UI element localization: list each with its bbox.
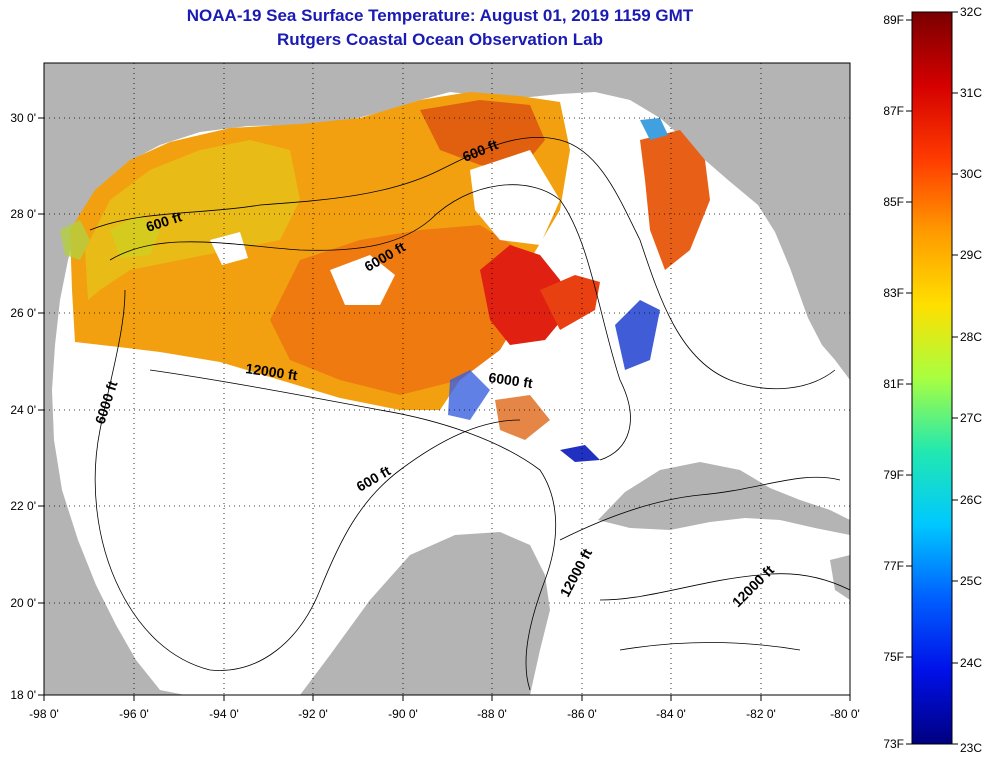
- sst-data-layer: [60, 92, 710, 462]
- lon-label: -94 0': [209, 707, 239, 721]
- hispaniola-land: [830, 555, 850, 600]
- lon-label: -90 0': [388, 707, 418, 721]
- colorbar-f-label: 79F: [883, 468, 904, 482]
- lat-label: 28 0': [10, 207, 36, 221]
- lon-label: -92 0': [298, 707, 328, 721]
- map-subtitle: Rutgers Coastal Ocean Observation Lab: [277, 30, 603, 49]
- colorbar-c-label: 30C: [960, 167, 982, 181]
- colorbar-c-label: 29C: [960, 248, 982, 262]
- colorbar-c-label: 32C: [960, 5, 982, 19]
- colorbar-f-label: 87F: [883, 104, 904, 118]
- yucatan-land: [300, 532, 550, 695]
- lon-label: -80 0': [830, 707, 860, 721]
- lon-label: -86 0': [567, 707, 597, 721]
- lon-label: -82 0': [746, 707, 776, 721]
- colorbar-f-label: 89F: [883, 13, 904, 27]
- lon-label: -88 0': [477, 707, 507, 721]
- cloud-gap-3: [210, 232, 248, 265]
- colorbar-c-label: 31C: [960, 86, 982, 100]
- lat-label: 24 0': [10, 403, 36, 417]
- contour-label: 6000 ft: [488, 369, 534, 391]
- colorbar-f-label: 77F: [883, 559, 904, 573]
- colorbar-c-label: 23C: [960, 741, 982, 755]
- colorbar-c-label: 26C: [960, 493, 982, 507]
- colorbar-c-label: 27C: [960, 411, 982, 425]
- lon-label: -98 0': [29, 707, 59, 721]
- lat-label: 22 0': [10, 499, 36, 513]
- colorbar-f-label: 81F: [883, 377, 904, 391]
- bathymetry-contours: [89, 136, 850, 691]
- colorbar-f-label: 73F: [883, 737, 904, 751]
- lat-label: 18 0': [10, 688, 36, 702]
- lon-label: -84 0': [656, 707, 686, 721]
- map-frame: [43, 62, 851, 696]
- lat-label: 30 0': [10, 111, 36, 125]
- contour-label: 12000 ft: [245, 360, 299, 383]
- colorbar-f-label: 85F: [883, 195, 904, 209]
- lat-label: 26 0': [10, 306, 36, 320]
- cuba-land: [598, 462, 850, 535]
- cloud-gap-1: [330, 255, 395, 305]
- colorbar-c-label: 24C: [960, 656, 982, 670]
- colorbar: [911, 11, 953, 745]
- colorbar-c-label: 28C: [960, 330, 982, 344]
- colorbar-c-label: 25C: [960, 574, 982, 588]
- colorbar-f-label: 83F: [883, 286, 904, 300]
- lat-lon-grid: [44, 63, 850, 695]
- map-title: NOAA-19 Sea Surface Temperature: August …: [186, 6, 694, 25]
- north-america-land: [44, 63, 850, 695]
- lat-label: 20 0': [10, 596, 36, 610]
- lon-label: -96 0': [119, 707, 149, 721]
- colorbar-f-label: 75F: [883, 650, 904, 664]
- cloud-gap-2: [470, 150, 560, 245]
